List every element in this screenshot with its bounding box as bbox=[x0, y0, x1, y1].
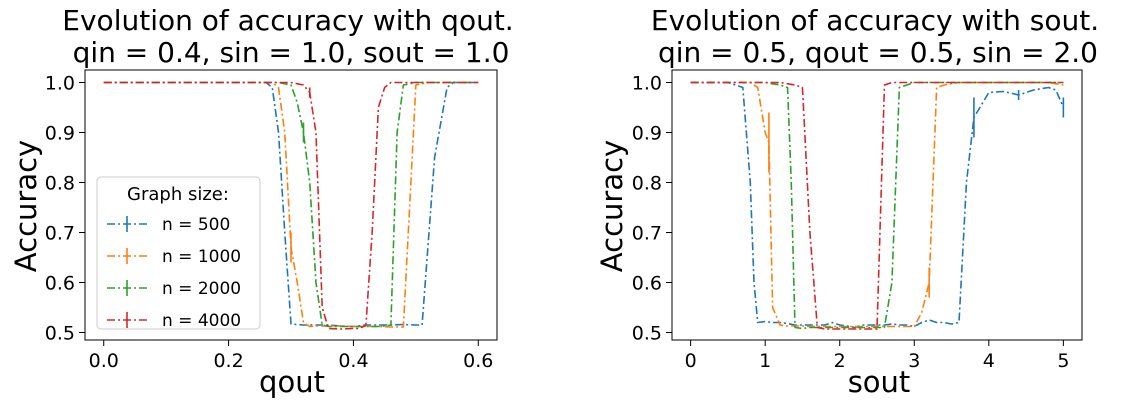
series-line bbox=[103, 81, 479, 330]
series-line bbox=[690, 81, 1064, 330]
chart-title-line2: qin = 0.5, qout = 0.5, sin = 2.0 bbox=[658, 36, 1098, 69]
chart-title-line2: qin = 0.4, sin = 1.0, sout = 1.0 bbox=[73, 36, 510, 69]
plot-area bbox=[103, 81, 479, 330]
plot-frame bbox=[84, 69, 498, 341]
series-n-4000 bbox=[690, 81, 1064, 330]
ticks: 0.0 0.2 0.4 0.6 0.5 0.6 0.7 0.8 0.9 1.0 bbox=[45, 73, 494, 373]
x-tick-label: 5 bbox=[1057, 350, 1069, 372]
chart-title-line1: Evolution of accuracy with qout. bbox=[62, 4, 513, 37]
plot-frame bbox=[671, 69, 1083, 341]
legend-label: n = 4000 bbox=[162, 311, 241, 331]
legend-label: n = 2000 bbox=[162, 279, 241, 299]
x-tick-label: 0.2 bbox=[213, 350, 243, 372]
y-tick-label: 0.6 bbox=[632, 273, 662, 295]
chart-title-line1: Evolution of accuracy with sout. bbox=[651, 4, 1099, 37]
series-n-500 bbox=[690, 81, 1065, 329]
ticks: 0 1 2 3 4 5 0.5 0.6 0.7 0.8 0.9 1.0 bbox=[632, 73, 1070, 373]
y-tick-label: 0.9 bbox=[45, 123, 75, 145]
x-tick-label: 2 bbox=[834, 350, 846, 372]
series-n-1000 bbox=[690, 81, 1064, 328]
series-n-4000 bbox=[103, 81, 479, 330]
x-tick-label: 3 bbox=[908, 350, 920, 372]
y-tick-label: 0.6 bbox=[45, 273, 75, 295]
legend-item: n = 500 bbox=[107, 215, 230, 235]
legend-item: n = 1000 bbox=[107, 247, 241, 267]
x-tick-label: 0.4 bbox=[338, 350, 368, 372]
y-tick-label: 1.0 bbox=[632, 73, 662, 95]
legend-title: Graph size: bbox=[127, 184, 229, 205]
y-tick-label: 0.7 bbox=[632, 223, 662, 245]
chart-qout: Evolution of accuracy with qout. qin = 0… bbox=[9, 4, 514, 399]
series-n-2000 bbox=[690, 81, 1064, 330]
y-tick-label: 0.8 bbox=[632, 173, 662, 195]
legend-label: n = 500 bbox=[162, 215, 230, 235]
series-line bbox=[690, 81, 1064, 328]
x-tick-label: 4 bbox=[983, 350, 995, 372]
y-tick-label: 0.8 bbox=[45, 173, 75, 195]
series-line bbox=[690, 81, 1065, 329]
x-tick-label: 0 bbox=[685, 350, 697, 372]
legend-label: n = 1000 bbox=[162, 247, 241, 267]
legend-item: n = 2000 bbox=[107, 279, 241, 299]
x-axis-label: qout bbox=[259, 365, 325, 399]
legend: Graph size: n = 500 n = 1000 n = 2000 n = 4… bbox=[96, 176, 261, 331]
x-tick-label: 0.0 bbox=[89, 350, 119, 372]
y-tick-label: 0.9 bbox=[632, 123, 662, 145]
chart-sout: Evolution of accuracy with sout. qin = 0… bbox=[595, 4, 1099, 399]
x-tick-label: 1 bbox=[759, 350, 771, 372]
x-axis-label: sout bbox=[848, 365, 911, 399]
y-tick-label: 0.5 bbox=[632, 323, 662, 345]
series-line bbox=[690, 81, 1064, 330]
y-tick-label: 0.5 bbox=[45, 323, 75, 345]
plot-area bbox=[690, 81, 1065, 330]
x-tick-label: 0.6 bbox=[463, 350, 493, 372]
y-tick-label: 1.0 bbox=[45, 73, 75, 95]
y-tick-label: 0.7 bbox=[45, 223, 75, 245]
legend-box bbox=[96, 176, 261, 330]
y-axis-label: Accuracy bbox=[595, 140, 629, 272]
legend-item: n = 4000 bbox=[107, 311, 241, 331]
legend-items: n = 500 n = 1000 n = 2000 n = 4000 bbox=[107, 215, 241, 331]
y-axis-label: Accuracy bbox=[9, 140, 43, 272]
